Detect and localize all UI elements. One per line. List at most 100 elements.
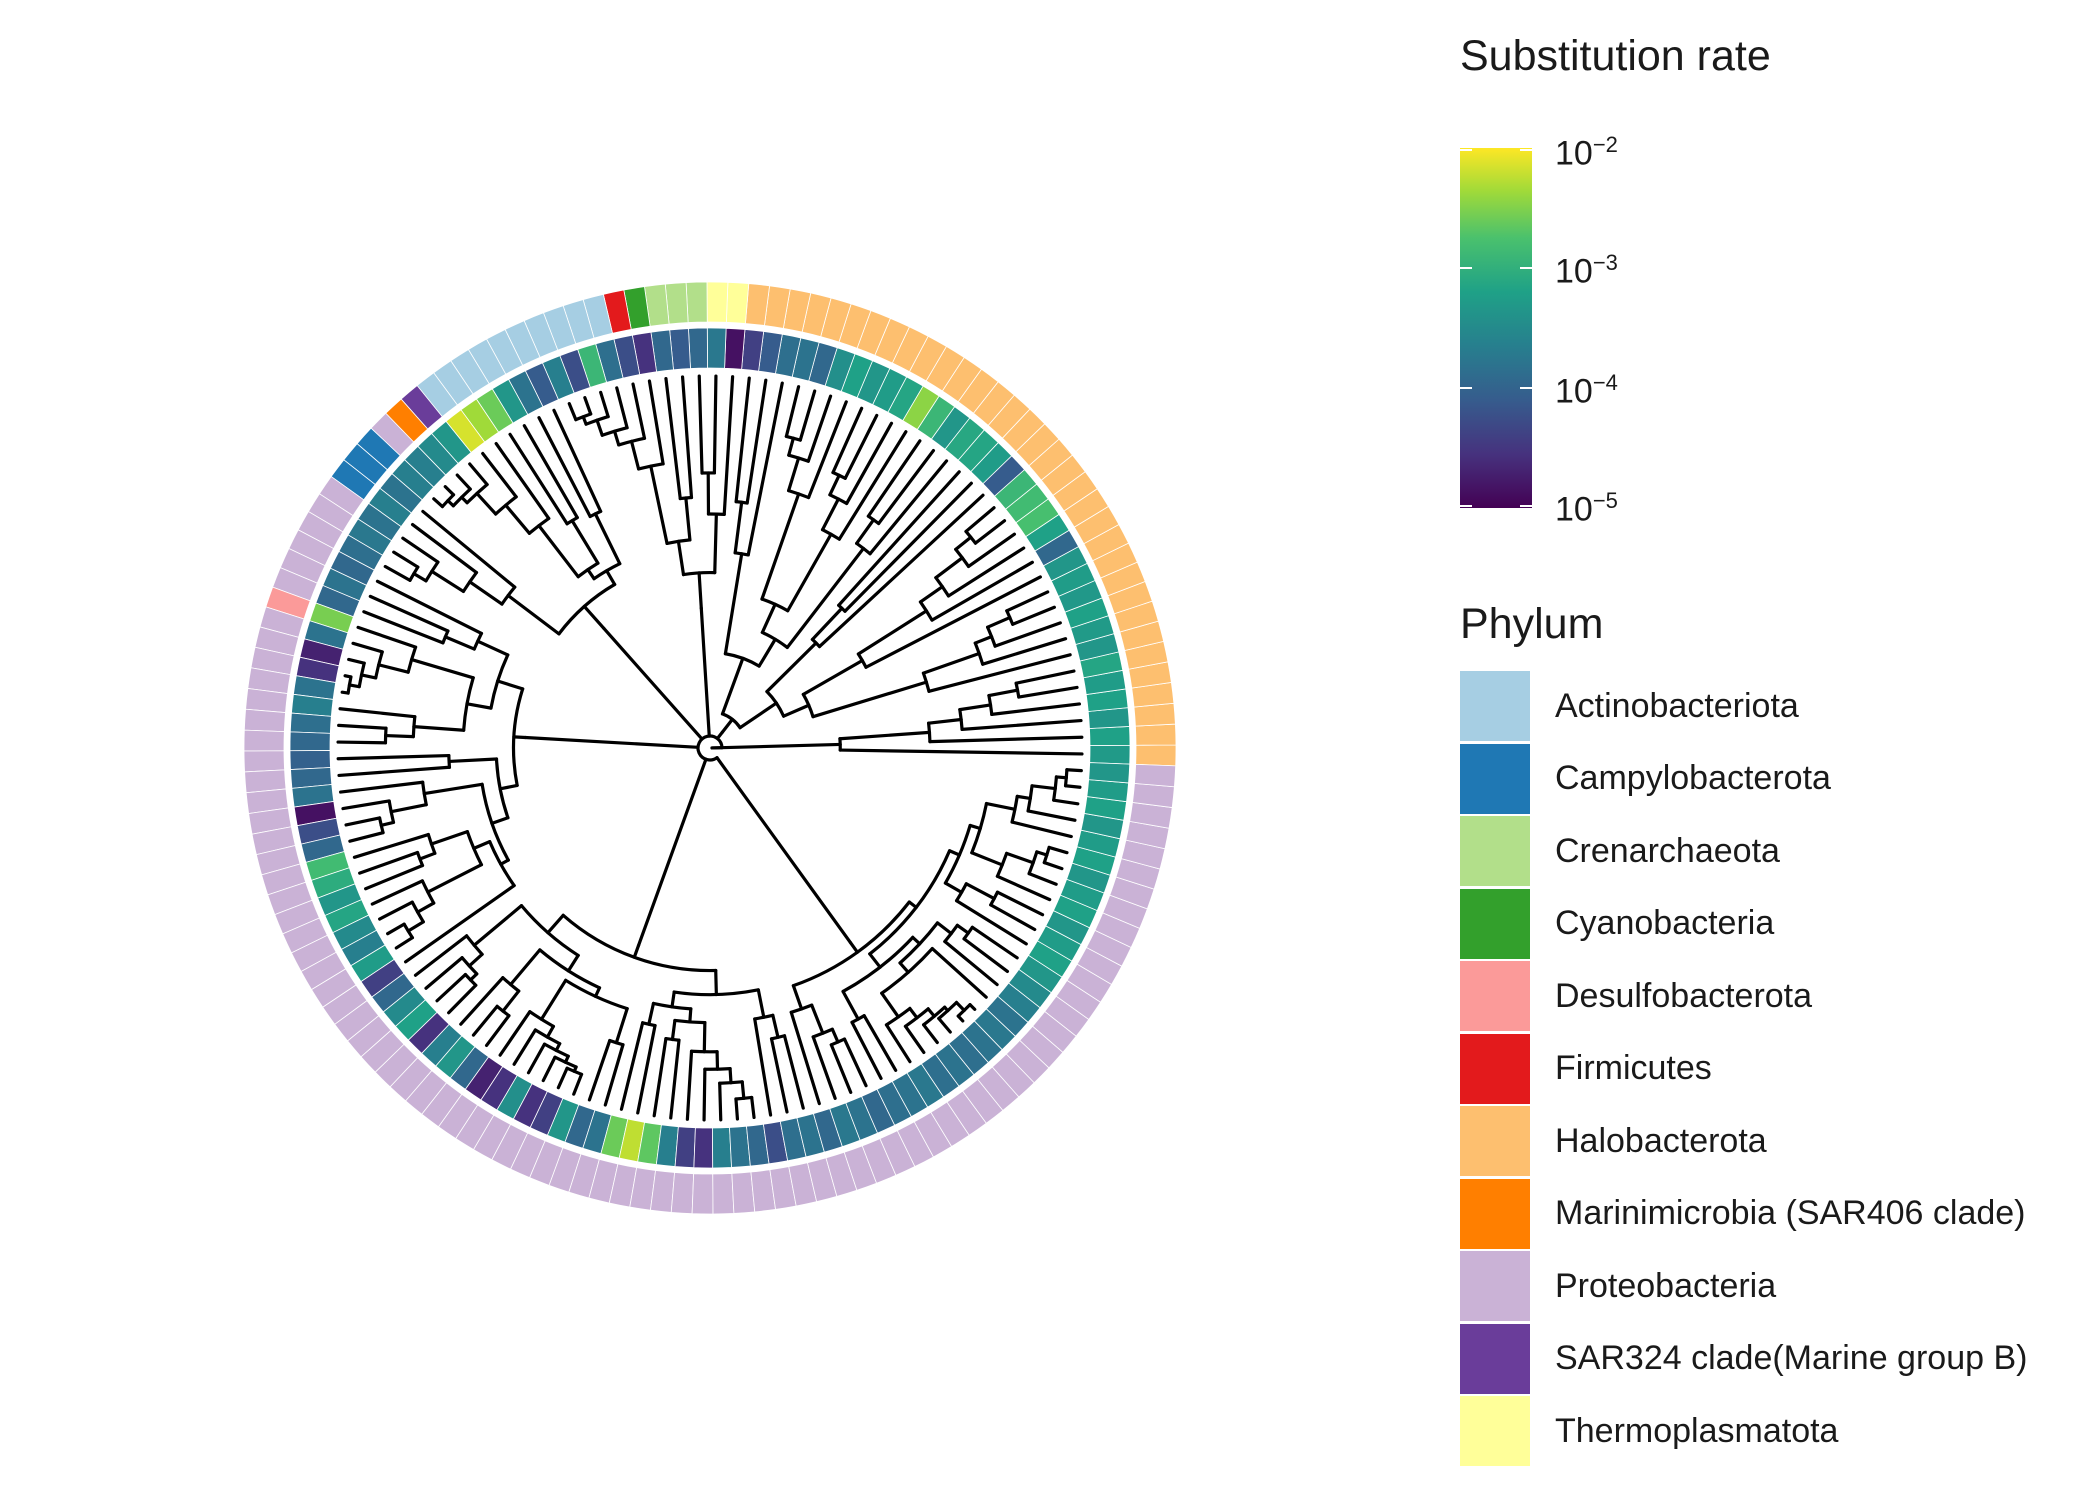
- tree-branch: [341, 799, 391, 811]
- legend-item: Crenarchaeota: [1460, 815, 1780, 887]
- tree-branch: [386, 922, 406, 936]
- tree-branch: [512, 735, 527, 740]
- tree-branch: [612, 429, 621, 447]
- tree-branch: [468, 580, 504, 606]
- tree-branch: [954, 535, 973, 552]
- tree-branch: [539, 978, 568, 1021]
- tree-branch: [831, 406, 864, 475]
- tree-branch: [781, 703, 811, 718]
- tree-branch: [838, 748, 1084, 756]
- tree-branch: [468, 462, 489, 487]
- legend-item: Cyanobacteria: [1460, 888, 1774, 960]
- tree-branch: [351, 641, 384, 654]
- tree-branch: [432, 497, 445, 509]
- legend-item: Firmicutes: [1460, 1033, 1712, 1105]
- tree-branch: [484, 1014, 511, 1048]
- tree-branch: [1010, 820, 1073, 839]
- tree-branch: [506, 593, 561, 636]
- tree-branch: [722, 375, 735, 517]
- tree-branch: [786, 532, 833, 613]
- legend-label: SAR324 clade(Marine group B): [1555, 1339, 2028, 1377]
- colorbar-tick-label: 10−5: [1555, 488, 1618, 529]
- colorbar-tick-label: 10−4: [1555, 370, 1618, 411]
- tree-branch: [347, 657, 366, 665]
- tree-branch: [798, 389, 817, 442]
- tree-branch: [838, 730, 932, 741]
- tree-branch: [447, 983, 478, 1015]
- tree-branch: [784, 385, 801, 438]
- tree-branch: [498, 1010, 532, 1057]
- tree-branch: [348, 831, 385, 843]
- tree-branch: [389, 803, 428, 814]
- tree-branch: [512, 1028, 537, 1066]
- tree-branch: [496, 679, 525, 691]
- tree-branch: [702, 1021, 707, 1054]
- tree-branch: [864, 575, 1042, 669]
- tree-branch: [806, 400, 848, 500]
- tree-branch: [475, 491, 498, 516]
- tree-branch: [545, 1024, 556, 1039]
- tree-branch: [720, 656, 745, 716]
- tree-branch: [970, 851, 1004, 867]
- tree-branch: [970, 925, 1019, 960]
- tree-branch: [1011, 605, 1056, 626]
- tree-branch: [810, 606, 844, 642]
- tree-branch: [337, 723, 388, 730]
- tree-branch: [570, 519, 600, 565]
- tree-branch: [465, 702, 493, 710]
- tree-branch: [995, 874, 1052, 902]
- tree-branch: [583, 396, 593, 416]
- tree-branch: [697, 571, 703, 610]
- tree-branch: [990, 702, 1081, 716]
- tree-branch: [522, 424, 579, 520]
- legend-swatch: [1460, 1396, 1530, 1466]
- legend-item: Marinimicrobia (SAR406 clade): [1460, 1178, 2026, 1250]
- tree-branch: [472, 840, 492, 851]
- colorbar-title: Substitution rate: [1460, 32, 1771, 80]
- tree-branch: [481, 451, 518, 499]
- tree-branch: [966, 532, 1017, 568]
- tree-branch: [344, 816, 382, 827]
- legend-label: Thermoplasmatota: [1555, 1411, 1839, 1450]
- tree-branch: [1017, 685, 1079, 699]
- tree-branch: [750, 1095, 756, 1119]
- legend-swatch: [1460, 816, 1530, 886]
- tree-branch: [723, 552, 744, 656]
- legend-label: Firmicutes: [1555, 1049, 1712, 1087]
- tree-branch: [820, 497, 840, 532]
- legend-label: Marinimicrobia (SAR406 clade): [1555, 1194, 2026, 1232]
- tree-branch: [586, 568, 596, 581]
- tree-branch: [1015, 794, 1032, 801]
- tree-branch: [710, 742, 842, 750]
- legend-swatch: [1460, 1033, 1530, 1104]
- tree-branch: [943, 881, 964, 894]
- tree-branch: [362, 610, 445, 645]
- circular-phylogenetic-tree: [243, 281, 1177, 1215]
- tree-branch: [375, 579, 484, 636]
- tree-branch: [856, 609, 929, 656]
- rate-cell: [1089, 726, 1131, 746]
- legend-item: Campylobacterota: [1460, 743, 1831, 815]
- tree-branch: [855, 518, 876, 545]
- colorbar-gradient: [1460, 148, 1532, 508]
- tree-branch: [843, 413, 879, 480]
- tree-branch: [410, 522, 479, 575]
- legend-label: Proteobacteria: [1555, 1266, 1777, 1305]
- tree-branch: [964, 506, 996, 534]
- tree-branch: [424, 956, 464, 990]
- tree-branch: [394, 936, 414, 950]
- tree-branch: [927, 653, 1072, 693]
- tree-branch: [426, 863, 484, 894]
- tree-branch: [962, 937, 1010, 974]
- tree-branch: [718, 1081, 723, 1122]
- tree-branch: [664, 377, 682, 501]
- tree-branch: [339, 780, 425, 794]
- tree-branch: [336, 740, 388, 745]
- tree-branch: [968, 823, 982, 831]
- tree-branch: [336, 753, 451, 761]
- tree-branch: [447, 757, 499, 764]
- tree-branch: [699, 606, 711, 738]
- tree-branch: [467, 952, 484, 968]
- tree-branch: [379, 820, 396, 827]
- tree-branch: [1063, 784, 1082, 789]
